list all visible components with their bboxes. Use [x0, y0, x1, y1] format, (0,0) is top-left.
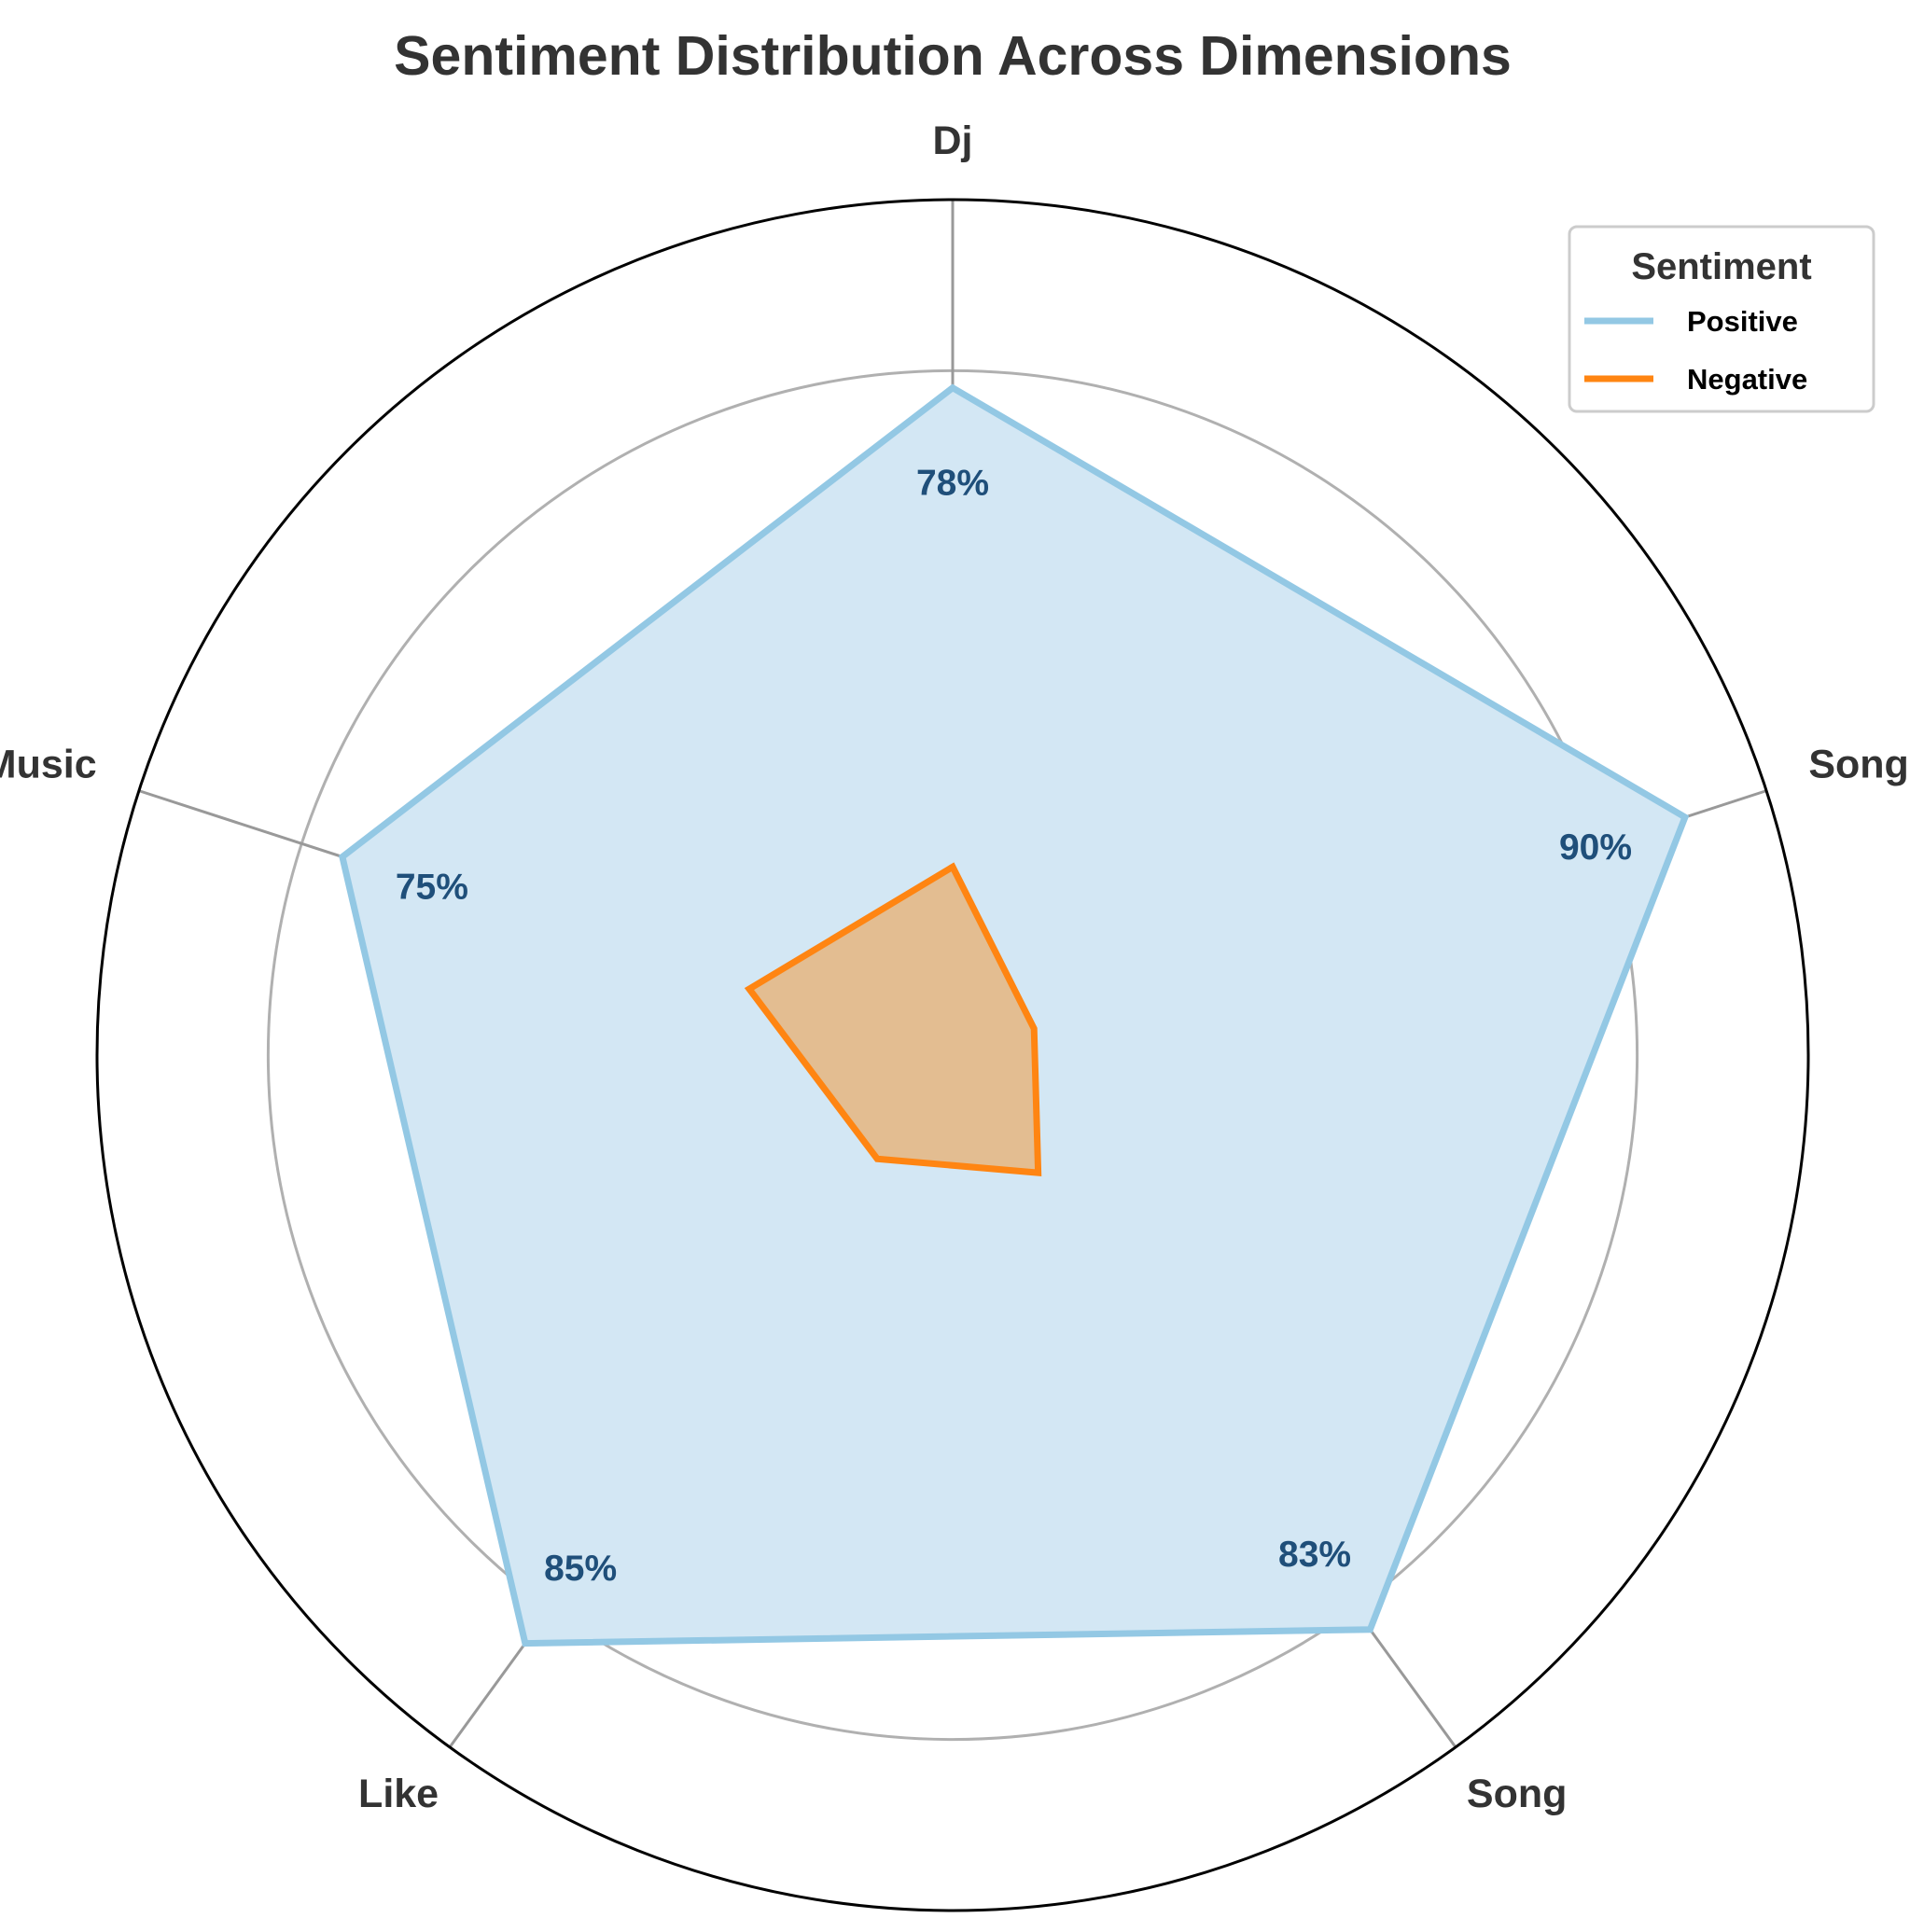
data-label: 75%	[396, 868, 468, 908]
axis-label-music: Music	[0, 742, 97, 786]
legend: Sentiment Positive Negative	[1569, 227, 1874, 411]
legend-title: Sentiment	[1631, 246, 1811, 287]
axis-label-dj: Dj	[933, 118, 973, 163]
axis-label-song: Song	[1467, 1772, 1567, 1816]
axis-label-like: Like	[358, 1772, 439, 1816]
data-label: 83%	[1278, 1535, 1351, 1575]
legend-label-negative: Negative	[1687, 363, 1807, 396]
legend-label-positive: Positive	[1687, 305, 1798, 338]
data-label: 85%	[544, 1549, 617, 1589]
data-label: 78%	[916, 464, 989, 504]
radar-series	[342, 388, 1685, 1644]
axis-label-songs: Songs	[1808, 742, 1910, 786]
chart-title: Sentiment Distribution Across Dimensions	[394, 25, 1512, 87]
data-label: 90%	[1559, 827, 1632, 868]
